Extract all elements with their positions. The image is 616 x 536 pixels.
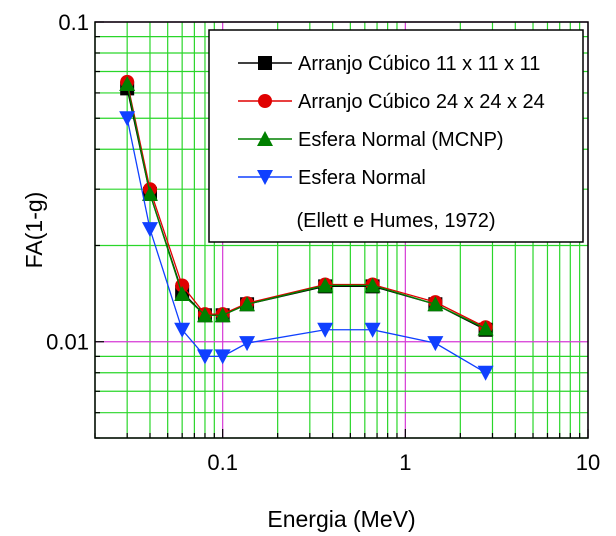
- data-point: [196, 307, 213, 323]
- data-point: [364, 277, 381, 293]
- data-point: [141, 185, 158, 201]
- series-line: [126, 83, 486, 330]
- data-point: [119, 75, 136, 91]
- series-layer: [119, 74, 494, 381]
- data-point: [174, 322, 191, 338]
- legend-note: (Ellett e Humes, 1972): [297, 210, 496, 232]
- series-line: [126, 118, 486, 374]
- data-point: [364, 322, 381, 338]
- data-point: [427, 336, 444, 352]
- data-point: [477, 320, 494, 336]
- legend-marker: [258, 94, 272, 108]
- legend-marker: [258, 56, 272, 70]
- data-point: [214, 349, 231, 365]
- data-point: [141, 222, 158, 238]
- series-4: [119, 111, 494, 381]
- legend-entry-label: Arranjo Cúbico 11 x 11 x 11: [298, 53, 540, 75]
- y-tick-label: 0.01: [46, 330, 89, 355]
- data-point: [214, 307, 231, 323]
- plot-frame: [94, 21, 589, 439]
- data-point: [239, 296, 256, 312]
- x-axis-title: Energia (MeV): [267, 506, 415, 532]
- legend-marker: [257, 131, 273, 146]
- data-point: [477, 365, 494, 381]
- tick-layer: 0.1 1 10 0.01 0.1: [46, 10, 600, 475]
- data-point: [239, 336, 256, 352]
- x-tick-label: 10: [576, 450, 600, 475]
- data-point: [174, 286, 191, 302]
- series-3: [119, 75, 494, 336]
- legend-entry-label: Esfera Normal (MCNP): [298, 129, 504, 151]
- data-point: [196, 349, 213, 365]
- data-point: [317, 277, 334, 293]
- data-point: [427, 296, 444, 312]
- data-point: [119, 111, 136, 127]
- legend: Arranjo Cúbico 11 x 11 x 11 Arranjo Cúbic…: [208, 29, 584, 243]
- y-axis-title: FA(1-g): [21, 192, 47, 269]
- y-tick-label: 0.1: [58, 10, 89, 35]
- x-tick-label: 0.1: [207, 450, 238, 475]
- legend-entry-label: Arranjo Cúbico 24 x 24 x 24: [298, 91, 545, 113]
- x-tick-label: 1: [399, 450, 411, 475]
- legend-entry-label: Esfera Normal: [298, 167, 426, 189]
- data-point: [317, 322, 334, 338]
- legend-marker: [257, 170, 273, 185]
- series-line: [126, 81, 486, 328]
